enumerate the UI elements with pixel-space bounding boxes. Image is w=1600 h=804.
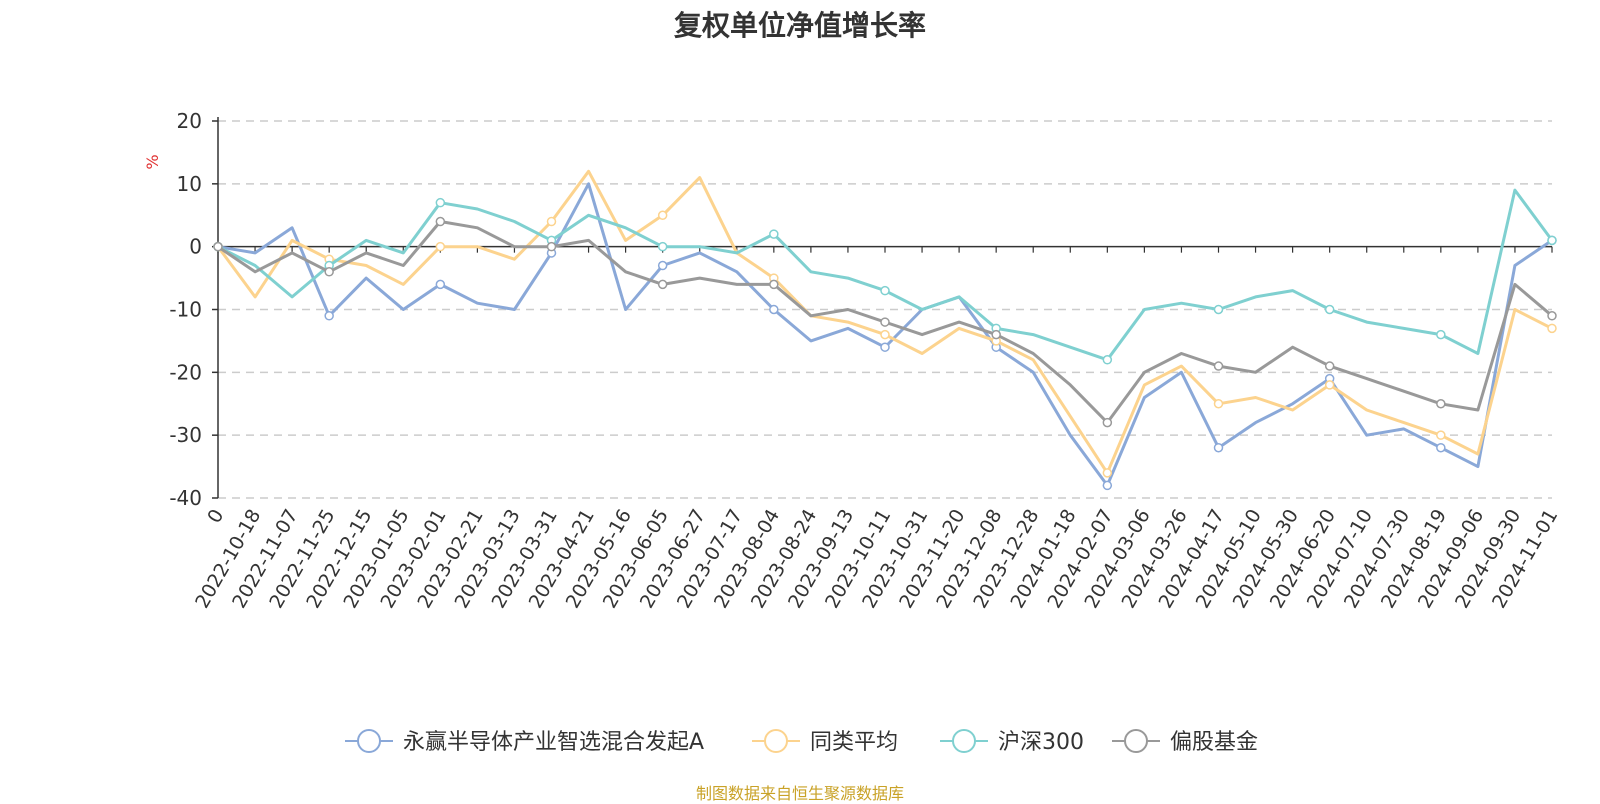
data-point — [880, 317, 890, 327]
y-tick-label: 20 — [177, 109, 202, 133]
legend: 永赢半导体产业智选混合发起A 同类平均 沪深300 偏股基金 — [345, 729, 1258, 755]
data-point — [1213, 304, 1224, 315]
data-point — [657, 279, 668, 290]
data-point — [1436, 442, 1446, 453]
grid-lines — [218, 120, 1552, 499]
data-point — [1102, 480, 1113, 491]
source-note: 制图数据来自恒生聚源数据库 — [695, 784, 904, 803]
y-axis-label: % — [143, 154, 162, 169]
data-point — [657, 241, 668, 252]
data-point — [324, 311, 334, 321]
data-point — [1547, 311, 1557, 321]
data-point — [657, 210, 668, 220]
data-point — [1213, 399, 1224, 409]
data-point — [546, 216, 557, 227]
legend-label: 永赢半导体产业智选混合发起A — [403, 730, 704, 755]
data-point — [1547, 323, 1557, 334]
y-tick-label: -30 — [169, 423, 202, 447]
data-point — [769, 304, 779, 315]
data-point — [435, 279, 446, 290]
data-point — [1436, 399, 1446, 409]
x-axis: 02022-10-182022-11-072022-11-252022-12-1… — [191, 245, 1562, 612]
y-tick-label: -20 — [169, 360, 202, 384]
data-point — [991, 329, 1001, 340]
data-point — [1102, 468, 1113, 478]
data-point — [1324, 361, 1335, 371]
legend-label: 沪深300 — [998, 730, 1084, 755]
y-tick-label: -10 — [169, 298, 202, 322]
legend-marker — [952, 729, 976, 753]
legend-item-0[interactable]: 永赢半导体产业智选混合发起A — [345, 729, 704, 755]
data-point — [1324, 304, 1335, 315]
data-point — [1324, 380, 1335, 390]
data-point — [1436, 430, 1446, 440]
y-tick-label: -40 — [169, 486, 202, 510]
y-axis: 20 10 0 -10 -20 -30 -40% — [143, 109, 219, 510]
data-point — [1213, 361, 1224, 371]
data-point — [435, 216, 446, 227]
data-point — [880, 329, 890, 340]
legend-marker — [764, 729, 788, 753]
legend-item-2[interactable]: 沪深300 — [940, 729, 1084, 755]
data-point — [435, 241, 446, 252]
data-point — [880, 285, 890, 296]
legend-marker — [357, 729, 381, 753]
data-point — [1102, 417, 1113, 428]
data-point — [435, 197, 446, 208]
data-point — [324, 267, 334, 277]
legend-marker — [1124, 729, 1148, 753]
legend-label: 偏股基金 — [1170, 730, 1258, 755]
y-tick-label: 10 — [177, 172, 202, 196]
chart-title: 复权单位净值增长率 — [673, 9, 926, 42]
legend-item-1[interactable]: 同类平均 — [752, 729, 898, 755]
legend-label: 同类平均 — [810, 730, 898, 755]
legend-item-3[interactable]: 偏股基金 — [1112, 729, 1258, 755]
data-point — [769, 229, 779, 239]
data-point — [1436, 329, 1446, 340]
data-point — [546, 241, 557, 252]
plot-area — [213, 169, 1557, 491]
x-tick-label: 0 — [203, 506, 228, 527]
data-point — [880, 342, 890, 352]
data-point — [1547, 235, 1557, 246]
data-point — [1213, 442, 1224, 453]
data-point — [657, 260, 668, 271]
data-point — [213, 241, 223, 252]
data-point — [769, 279, 779, 290]
data-point — [1102, 355, 1113, 365]
y-tick-label: 0 — [189, 235, 202, 259]
